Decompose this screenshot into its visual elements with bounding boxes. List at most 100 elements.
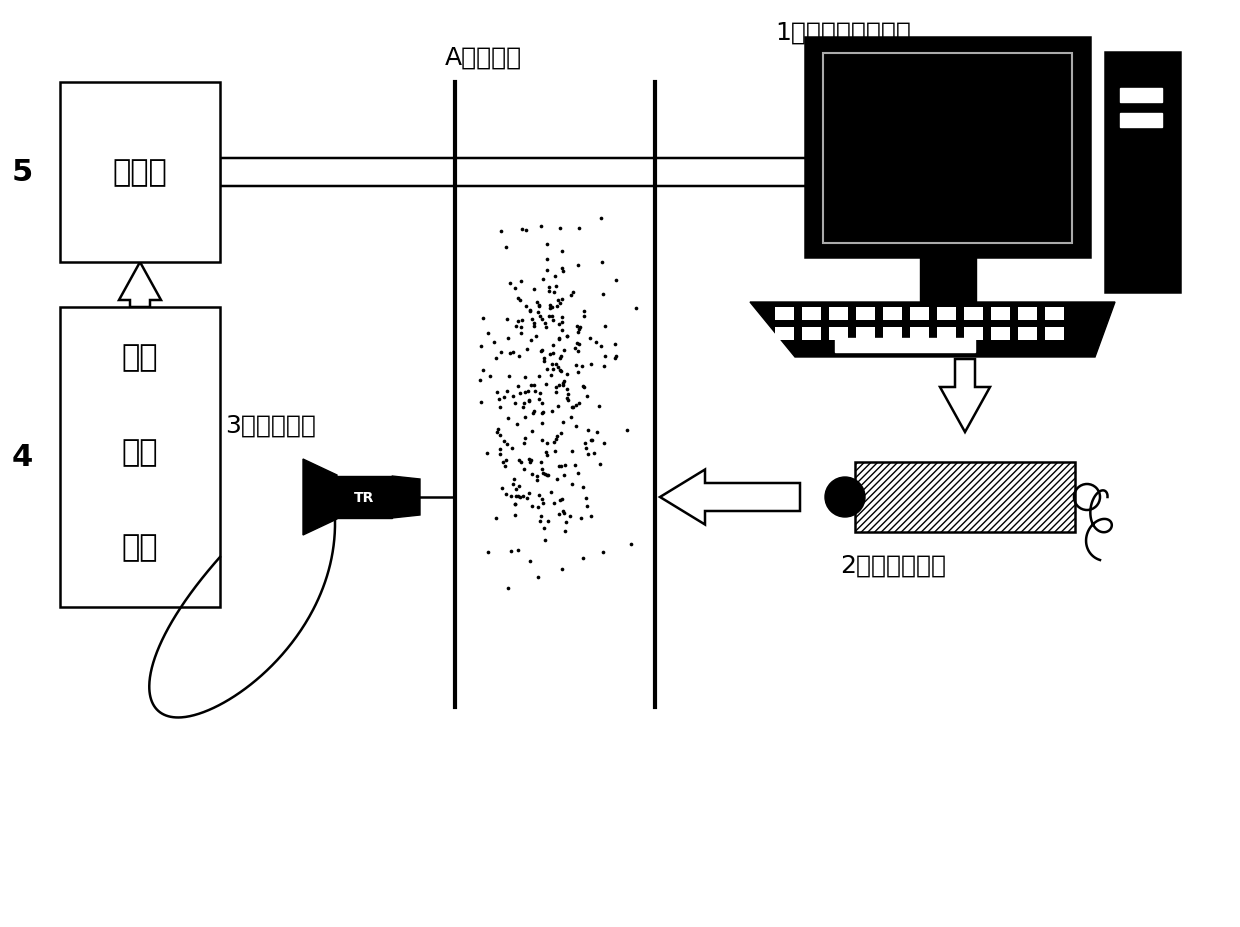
Point — [511, 326, 531, 341]
Text: 调理: 调理 — [122, 438, 159, 467]
Point — [525, 404, 544, 419]
Point — [510, 387, 529, 401]
Point — [489, 392, 508, 407]
Point — [621, 537, 641, 552]
Point — [528, 299, 548, 314]
Point — [520, 486, 539, 501]
Point — [568, 337, 588, 351]
Point — [471, 339, 491, 354]
Point — [538, 468, 558, 483]
Point — [527, 295, 547, 310]
Point — [512, 313, 532, 328]
Text: 信号: 信号 — [122, 343, 159, 372]
Point — [533, 354, 553, 369]
Point — [537, 237, 557, 252]
Bar — [802, 327, 821, 340]
Point — [515, 436, 534, 451]
Point — [557, 382, 577, 397]
Point — [542, 300, 562, 315]
Point — [533, 496, 553, 511]
Point — [547, 381, 567, 396]
Point — [520, 452, 539, 467]
Text: 5: 5 — [11, 159, 32, 187]
Bar — [60, 308, 219, 607]
Point — [532, 343, 552, 358]
Point — [574, 309, 594, 324]
Point — [517, 342, 537, 357]
Point — [487, 385, 507, 400]
Point — [595, 349, 615, 364]
Point — [560, 411, 580, 425]
Point — [537, 445, 557, 460]
Point — [579, 448, 599, 463]
Point — [573, 480, 593, 495]
Point — [508, 379, 528, 394]
Bar — [937, 327, 956, 340]
Point — [541, 485, 560, 500]
Circle shape — [825, 477, 866, 517]
Point — [541, 298, 560, 312]
Bar — [856, 308, 875, 321]
Point — [536, 320, 556, 335]
Point — [546, 433, 565, 448]
Point — [497, 437, 517, 451]
Point — [573, 379, 593, 394]
Bar — [1018, 327, 1037, 340]
Point — [564, 458, 584, 473]
Point — [521, 554, 541, 569]
Point — [552, 293, 572, 308]
Point — [567, 320, 587, 335]
Point — [528, 569, 548, 584]
Point — [552, 261, 572, 276]
Point — [546, 386, 565, 400]
Point — [575, 436, 595, 451]
Point — [506, 281, 526, 296]
Point — [507, 417, 527, 432]
Point — [565, 398, 585, 413]
Bar — [856, 463, 1075, 532]
Point — [548, 293, 568, 308]
Point — [537, 449, 557, 464]
Point — [527, 469, 547, 484]
Bar — [337, 476, 392, 518]
Point — [528, 500, 548, 514]
Point — [529, 387, 549, 401]
Point — [546, 357, 565, 372]
Point — [500, 369, 520, 384]
Point — [549, 332, 569, 347]
Point — [605, 351, 625, 366]
Point — [553, 264, 573, 279]
Point — [520, 394, 539, 409]
Point — [532, 406, 552, 421]
Point — [539, 285, 559, 299]
Point — [526, 384, 546, 399]
Bar — [1045, 327, 1064, 340]
Point — [569, 396, 589, 411]
Bar — [920, 258, 976, 303]
Point — [508, 479, 528, 494]
Point — [492, 481, 512, 496]
Point — [563, 286, 583, 300]
Point — [553, 504, 573, 519]
Point — [552, 324, 572, 338]
Bar — [60, 83, 219, 262]
Point — [511, 293, 531, 308]
Point — [590, 457, 610, 472]
Point — [541, 301, 560, 316]
Point — [520, 393, 539, 408]
Point — [522, 334, 542, 349]
Point — [500, 347, 520, 362]
Point — [491, 428, 511, 443]
Point — [565, 341, 585, 356]
Point — [521, 378, 541, 393]
Point — [553, 492, 573, 507]
Text: TR: TR — [355, 490, 374, 504]
Point — [522, 500, 542, 514]
Point — [562, 444, 582, 459]
Point — [548, 360, 568, 375]
Point — [594, 437, 614, 451]
Point — [557, 515, 577, 530]
Point — [544, 496, 564, 511]
Bar — [856, 327, 875, 340]
Point — [536, 533, 556, 548]
